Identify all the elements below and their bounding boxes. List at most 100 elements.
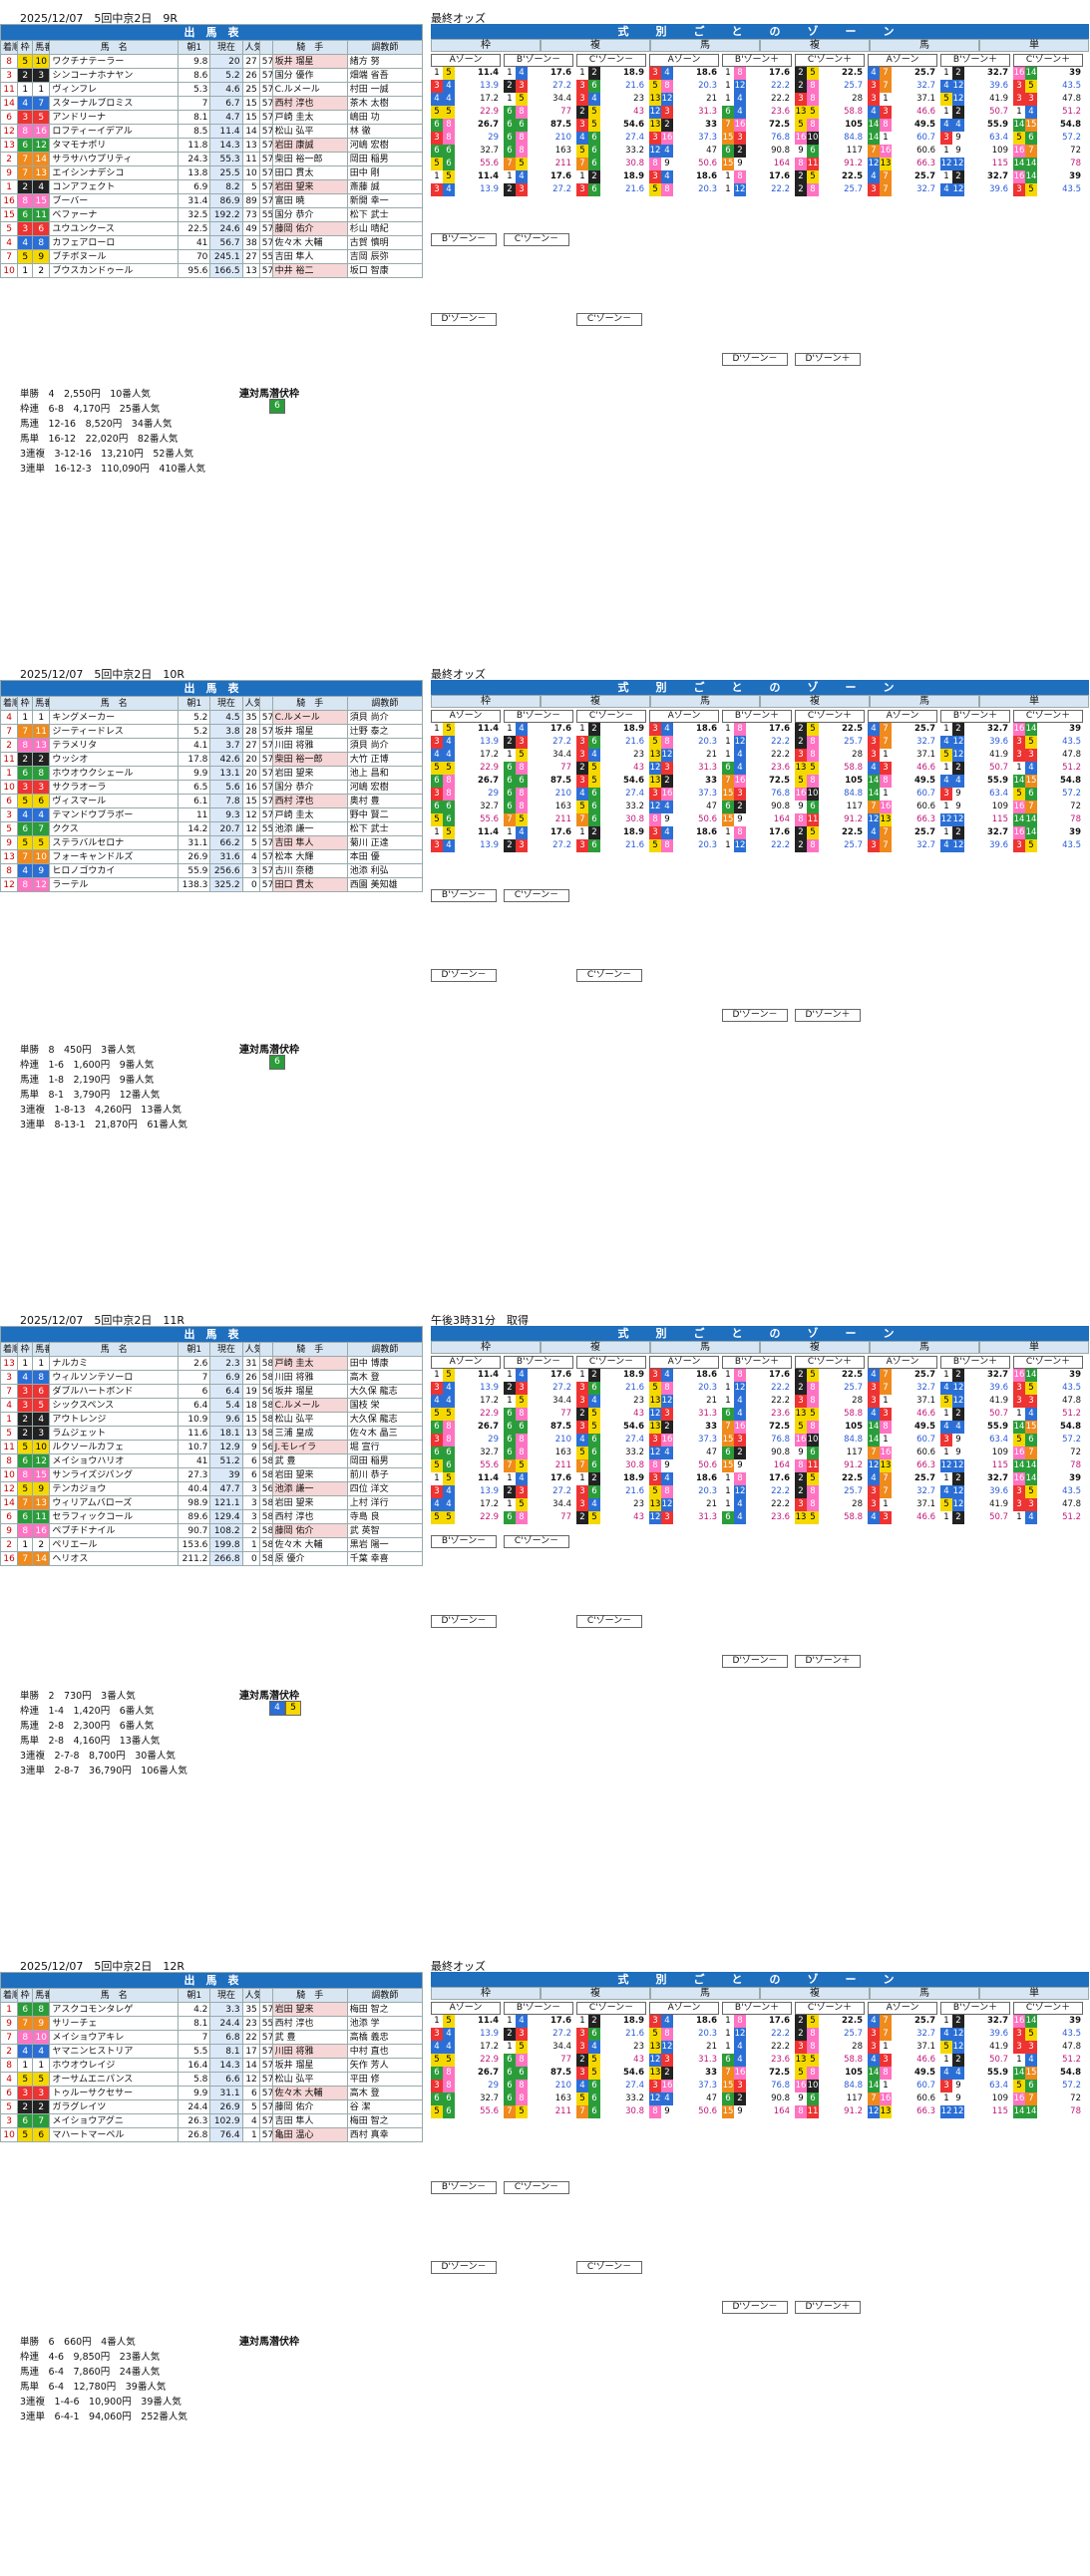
zone-left-number: 5 bbox=[649, 1382, 661, 1395]
horse-number: 15 bbox=[32, 193, 51, 208]
zone-sub-label: C'ゾーン－ bbox=[576, 969, 642, 982]
zone-left-number: 6 bbox=[504, 2093, 516, 2105]
zone-right-number: 16 bbox=[880, 801, 892, 813]
zone-right-number: 6 bbox=[588, 145, 600, 158]
zone-row: 6 8 77 bbox=[504, 762, 573, 775]
horse-number: 5 bbox=[32, 835, 51, 850]
trainer-name: 谷 潔 bbox=[346, 2099, 424, 2114]
zone-odds-value: 17.6 bbox=[769, 68, 790, 78]
zone-left-number: 3 bbox=[576, 736, 588, 749]
zone-row: 14 14 78 bbox=[1013, 2105, 1083, 2118]
weight: 57 bbox=[258, 2127, 273, 2142]
horse-name: サンライズジパング bbox=[49, 1467, 180, 1482]
trainer-name: 村田 一誠 bbox=[346, 82, 424, 97]
zone-right-number: 5 bbox=[443, 826, 455, 839]
horse-name: ウッシオ bbox=[49, 752, 180, 767]
zone-right-number: 8 bbox=[516, 1447, 528, 1459]
zone-left-number: 6 bbox=[504, 788, 516, 801]
zone-odds-value: 46.6 bbox=[916, 1512, 935, 1522]
frame-number: 4 bbox=[17, 1370, 34, 1385]
zone-odds-value: 50.7 bbox=[989, 763, 1008, 773]
odds-now: 86.9 bbox=[209, 193, 243, 208]
zone-row: 3 3 47.8 bbox=[1013, 1395, 1083, 1408]
zone-left-number: 1 bbox=[722, 67, 734, 80]
zone-row: 15 9 164 bbox=[722, 1459, 792, 1472]
table-row: 16 7 14 ヘリオス 211.2 266.8 0 58 原 優介 千葉 幸喜 bbox=[0, 1551, 424, 1566]
zone-row: 14 1 60.7 bbox=[868, 132, 937, 145]
zone-odds-value: 54.6 bbox=[623, 1422, 644, 1432]
zone-row: 14 1 60.7 bbox=[868, 1434, 937, 1447]
zone-right-number: 4 bbox=[952, 775, 964, 788]
zone-odds-value: 43 bbox=[633, 2055, 644, 2065]
zone-left-number: 13 bbox=[649, 1421, 661, 1434]
zone-left-number: 12 bbox=[940, 158, 952, 170]
zone-odds-value: 27.2 bbox=[552, 184, 571, 194]
zone-odds-value: 25.7 bbox=[914, 1370, 935, 1380]
zone-right-number: 7 bbox=[880, 826, 892, 839]
zone-left-number: 1 bbox=[504, 749, 516, 762]
zone-right-number: 15 bbox=[1025, 2067, 1037, 2080]
zone-left-number: 2 bbox=[576, 1511, 588, 1524]
zone-right-number: 2 bbox=[734, 1447, 746, 1459]
frame-number: 3 bbox=[17, 1398, 34, 1413]
odds-early: 5.3 bbox=[178, 82, 211, 97]
zone-row: 14 15 54.8 bbox=[1013, 775, 1083, 788]
zone-odds-value: 11.4 bbox=[478, 1473, 499, 1483]
zone-row: 9 6 117 bbox=[795, 1447, 865, 1459]
horse-number: 14 bbox=[32, 152, 51, 166]
zone-row: 4 6 27.4 bbox=[576, 788, 646, 801]
table-row: 3 2 3 シンコーナホナヤン 8.6 5.2 26 57 国分 優作 畑端 省吾 bbox=[0, 68, 424, 83]
frame-number: 5 bbox=[17, 2072, 34, 2087]
zone-odds-value: 26.7 bbox=[478, 2068, 499, 2078]
trainer-name: 本田 優 bbox=[346, 849, 424, 864]
zone-right-number: 2 bbox=[661, 119, 673, 132]
zone-left-number: 1 bbox=[722, 1485, 734, 1498]
zone-row: 1 4 17.6 bbox=[504, 1472, 573, 1485]
zone-right-number: 7 bbox=[880, 2028, 892, 2041]
zone-left-number: 5 bbox=[795, 775, 807, 788]
zone-odds-value: 32.7 bbox=[480, 802, 499, 811]
zone-right-number: 2 bbox=[952, 1472, 964, 1485]
table-row: 1 6 8 ホウオウクシェール 9.9 13.1 20 57 岩田 望来 池上 昌和 bbox=[0, 766, 424, 781]
zone-right-number: 16 bbox=[880, 145, 892, 158]
zone-header: Aゾーン bbox=[431, 54, 501, 67]
zone-right-number: 6 bbox=[588, 2105, 600, 2118]
zone-odds-value: 29 bbox=[488, 133, 499, 143]
odds-early: 153.6 bbox=[178, 1537, 211, 1552]
zone-sub-label: D'ゾーン－ bbox=[722, 353, 788, 366]
popularity: 38 bbox=[241, 235, 260, 250]
zone-left-number: 12 bbox=[649, 2054, 661, 2067]
trainer-name: 坂口 智康 bbox=[346, 263, 424, 278]
zone-row: 1 4 22.2 bbox=[722, 749, 792, 762]
zone-right-number: 7 bbox=[880, 80, 892, 93]
table-row: 15 6 11 ベファーナ 32.5 192.2 73 55 国分 恭介 松下 武士 bbox=[0, 207, 424, 222]
zone-left-number: 5 bbox=[940, 2041, 952, 2054]
table-row: 5 2 3 ラムジェット 11.6 18.1 13 58 三浦 皇成 佐々木 晶三 bbox=[0, 1426, 424, 1441]
arrive-rank: 8 bbox=[0, 863, 19, 878]
zone-right-number: 5 bbox=[443, 1472, 455, 1485]
zone-right-number: 10 bbox=[807, 1434, 819, 1447]
zone-right-number: 8 bbox=[661, 1382, 673, 1395]
zone-row: 1 4 51.2 bbox=[1013, 106, 1083, 119]
horse-name: ベファーナ bbox=[49, 207, 180, 222]
zone-right-number: 8 bbox=[443, 1421, 455, 1434]
zone-right-number: 5 bbox=[516, 2105, 528, 2118]
zone-right-number: 8 bbox=[734, 170, 746, 183]
zone-row: 1 2 32.7 bbox=[940, 826, 1010, 839]
zone-row: 1 8 17.6 bbox=[722, 1472, 792, 1485]
zone-header: B'ゾーン＋ bbox=[940, 54, 1010, 67]
zone-odds-value: 28 bbox=[852, 2042, 863, 2052]
horse-number: 16 bbox=[32, 124, 51, 139]
zone-right-number: 4 bbox=[734, 1408, 746, 1421]
zone-row: 1 5 11.4 bbox=[431, 723, 501, 736]
odds-early: 5.2 bbox=[178, 710, 211, 725]
zone-row: 1 5 11.4 bbox=[431, 826, 501, 839]
zone-odds-value: 22.5 bbox=[842, 1370, 863, 1380]
zone-row: 1 12 22.2 bbox=[722, 1382, 792, 1395]
weight: 58 bbox=[258, 1551, 273, 1566]
horse-number: 4 bbox=[32, 1412, 51, 1427]
zone-odds-value: 33 bbox=[705, 1422, 717, 1432]
zone-odds-value: 31.3 bbox=[698, 763, 717, 773]
zone-left-number: 4 bbox=[940, 1382, 952, 1395]
zone-odds-value: 51.2 bbox=[1062, 763, 1081, 773]
